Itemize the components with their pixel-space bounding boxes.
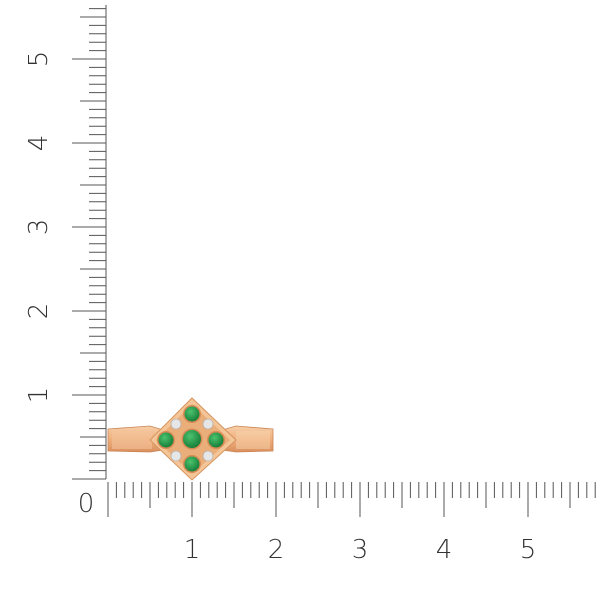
green-gem [184, 406, 200, 422]
h-label: 2 [268, 535, 285, 565]
h-label: 1 [184, 535, 201, 565]
ring-image [107, 397, 274, 481]
accent-stone [170, 450, 182, 462]
green-gem [183, 430, 201, 448]
green-gem [184, 456, 200, 472]
accent-stone [202, 418, 214, 430]
h-label: 0 [78, 489, 95, 519]
h-label: 5 [520, 535, 537, 565]
h-label: 4 [436, 535, 453, 565]
h-label: 3 [352, 535, 369, 565]
accent-stone [170, 418, 182, 430]
green-gem [158, 432, 174, 448]
v-label: 4 [24, 135, 54, 152]
v-label: 2 [24, 303, 54, 320]
green-gem [208, 432, 224, 448]
ruler-ticks [72, 5, 596, 517]
v-label: 5 [24, 51, 54, 68]
accent-stone [202, 450, 214, 462]
v-label: 3 [24, 219, 54, 236]
ruler-labels: 0 1 2 3 4 5 1 2 3 4 5 [24, 51, 536, 565]
v-label: 1 [24, 387, 54, 404]
